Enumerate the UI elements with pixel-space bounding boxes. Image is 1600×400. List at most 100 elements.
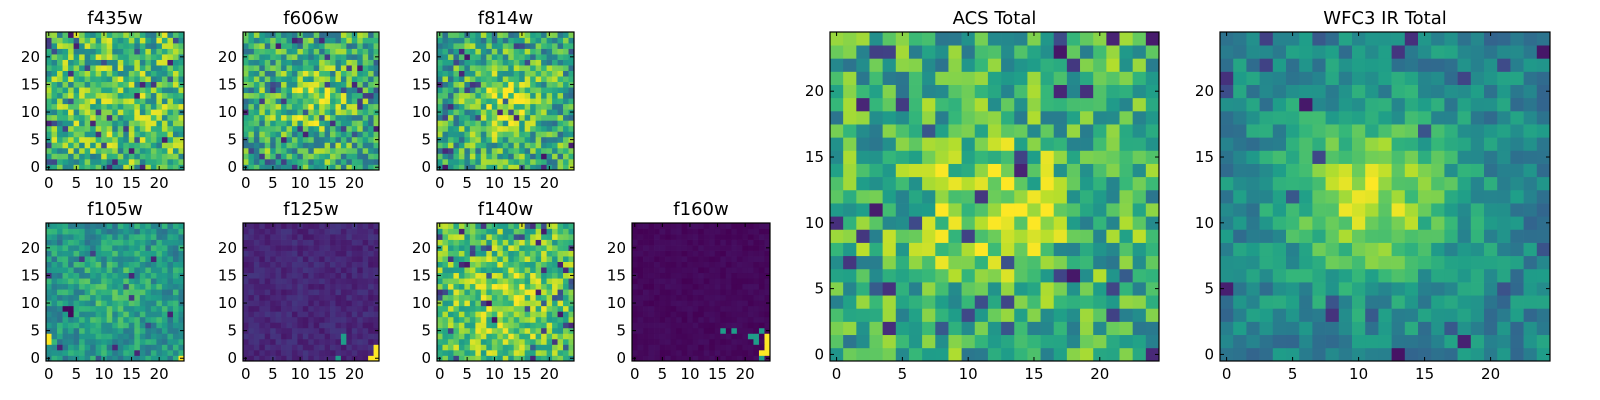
heatmap-cell: [68, 261, 74, 268]
axes-frame: [631, 222, 771, 362]
heatmap-cell: [530, 59, 536, 66]
heatmap-cell: [84, 147, 91, 154]
heatmap-cell: [172, 261, 179, 268]
heatmap-cell: [117, 256, 124, 262]
heatmap-cell: [1132, 308, 1147, 322]
heatmap-cell: [297, 322, 304, 329]
heatmap-cell: [486, 349, 493, 356]
heatmap-cell: [308, 81, 315, 88]
heatmap-cell: [373, 131, 380, 138]
heatmap-cell: [90, 120, 97, 127]
heatmap-cell: [281, 92, 287, 99]
heatmap-cell: [725, 289, 732, 296]
heatmap-cell: [134, 43, 141, 49]
heatmap-cell: [253, 267, 260, 274]
heatmap-cell: [368, 267, 374, 274]
heatmap-cell: [106, 109, 113, 116]
heatmap-cell: [491, 59, 498, 66]
heatmap-cell: [172, 76, 179, 83]
heatmap-cell: [297, 125, 304, 132]
heatmap-cell: [1001, 242, 1015, 257]
heatmap-cell: [281, 65, 287, 71]
heatmap-cell: [519, 131, 526, 138]
heatmap-cell: [57, 158, 63, 165]
heatmap-cell: [248, 223, 255, 229]
heatmap-cell: [530, 120, 536, 127]
heatmap-cell: [895, 189, 910, 204]
heatmap-cell: [243, 261, 249, 268]
heatmap-cell: [84, 256, 91, 262]
heatmap-cell: [346, 333, 353, 340]
heatmap-cell: [368, 349, 374, 356]
heatmap-cell: [464, 136, 471, 143]
heatmap-cell: [502, 59, 509, 66]
heatmap-cell: [535, 283, 542, 290]
heatmap-cell: [264, 311, 271, 318]
heatmap-cell: [524, 142, 531, 149]
heatmap-cell: [167, 228, 174, 235]
heatmap-cell: [145, 70, 152, 77]
heatmap-cell: [340, 355, 347, 362]
heatmap-cell: [373, 234, 380, 240]
heatmap-cell: [117, 311, 124, 318]
heatmap-cell: [368, 239, 374, 246]
heatmap-cell: [259, 228, 266, 235]
heatmap-cell: [665, 316, 671, 323]
heatmap-cell: [670, 245, 677, 251]
heatmap-cell: [123, 272, 130, 279]
heatmap-cell: [681, 234, 688, 240]
heatmap-cell: [513, 98, 520, 105]
heatmap-cell: [1106, 268, 1120, 283]
heatmap-cell: [84, 131, 91, 138]
heatmap-cell: [568, 333, 575, 340]
heatmap-cell: [530, 300, 536, 307]
heatmap-cell: [51, 223, 58, 229]
heatmap-cell: [731, 300, 738, 307]
heatmap-cell: [297, 316, 304, 323]
heatmap-cell: [46, 114, 52, 121]
heatmap-cell: [513, 333, 520, 340]
heatmap-cell: [46, 70, 52, 77]
heatmap-cell: [357, 103, 364, 110]
heatmap-cell: [302, 54, 309, 60]
heatmap-cell: [161, 283, 168, 290]
heatmap-cell: [313, 59, 320, 66]
heatmap-cell: [161, 344, 168, 351]
heatmap-cell: [302, 98, 309, 105]
heatmap-cell: [698, 311, 705, 318]
heatmap-cell: [475, 322, 482, 329]
heatmap-cell: [117, 250, 124, 257]
heatmap-cell: [869, 334, 883, 349]
heatmap-cell: [557, 87, 564, 94]
heatmap-cell: [453, 70, 460, 77]
heatmap-cell: [319, 278, 325, 285]
heatmap-cell: [112, 267, 119, 274]
heatmap-cell: [961, 163, 976, 178]
heatmap-cell: [665, 261, 671, 268]
heatmap-cell: [68, 65, 74, 71]
heatmap-cell: [469, 158, 476, 165]
heatmap-cell: [346, 59, 353, 66]
heatmap-cell: [764, 322, 771, 329]
heatmap-cell: [281, 164, 287, 171]
heatmap-cell: [248, 43, 255, 49]
heatmap-cell: [161, 87, 168, 94]
heatmap-cell: [335, 272, 342, 279]
heatmap-cell: [519, 87, 526, 94]
heatmap-cell: [335, 87, 342, 94]
heatmap-cell: [442, 256, 449, 262]
heatmap-cell: [123, 261, 130, 268]
heatmap-cell: [856, 321, 870, 336]
heatmap-cell: [497, 43, 504, 49]
heatmap-cell: [134, 158, 141, 165]
heatmap-cell: [95, 125, 102, 132]
heatmap-cell: [659, 228, 666, 235]
heatmap-cell: [51, 164, 58, 171]
heatmap-cell: [1053, 268, 1068, 283]
heatmap-cell: [437, 289, 443, 296]
heatmap-cell: [563, 344, 569, 351]
heatmap-cell: [665, 300, 671, 307]
heatmap-cell: [308, 311, 315, 318]
heatmap-cell: [57, 43, 63, 49]
heatmap-cell: [264, 76, 271, 83]
